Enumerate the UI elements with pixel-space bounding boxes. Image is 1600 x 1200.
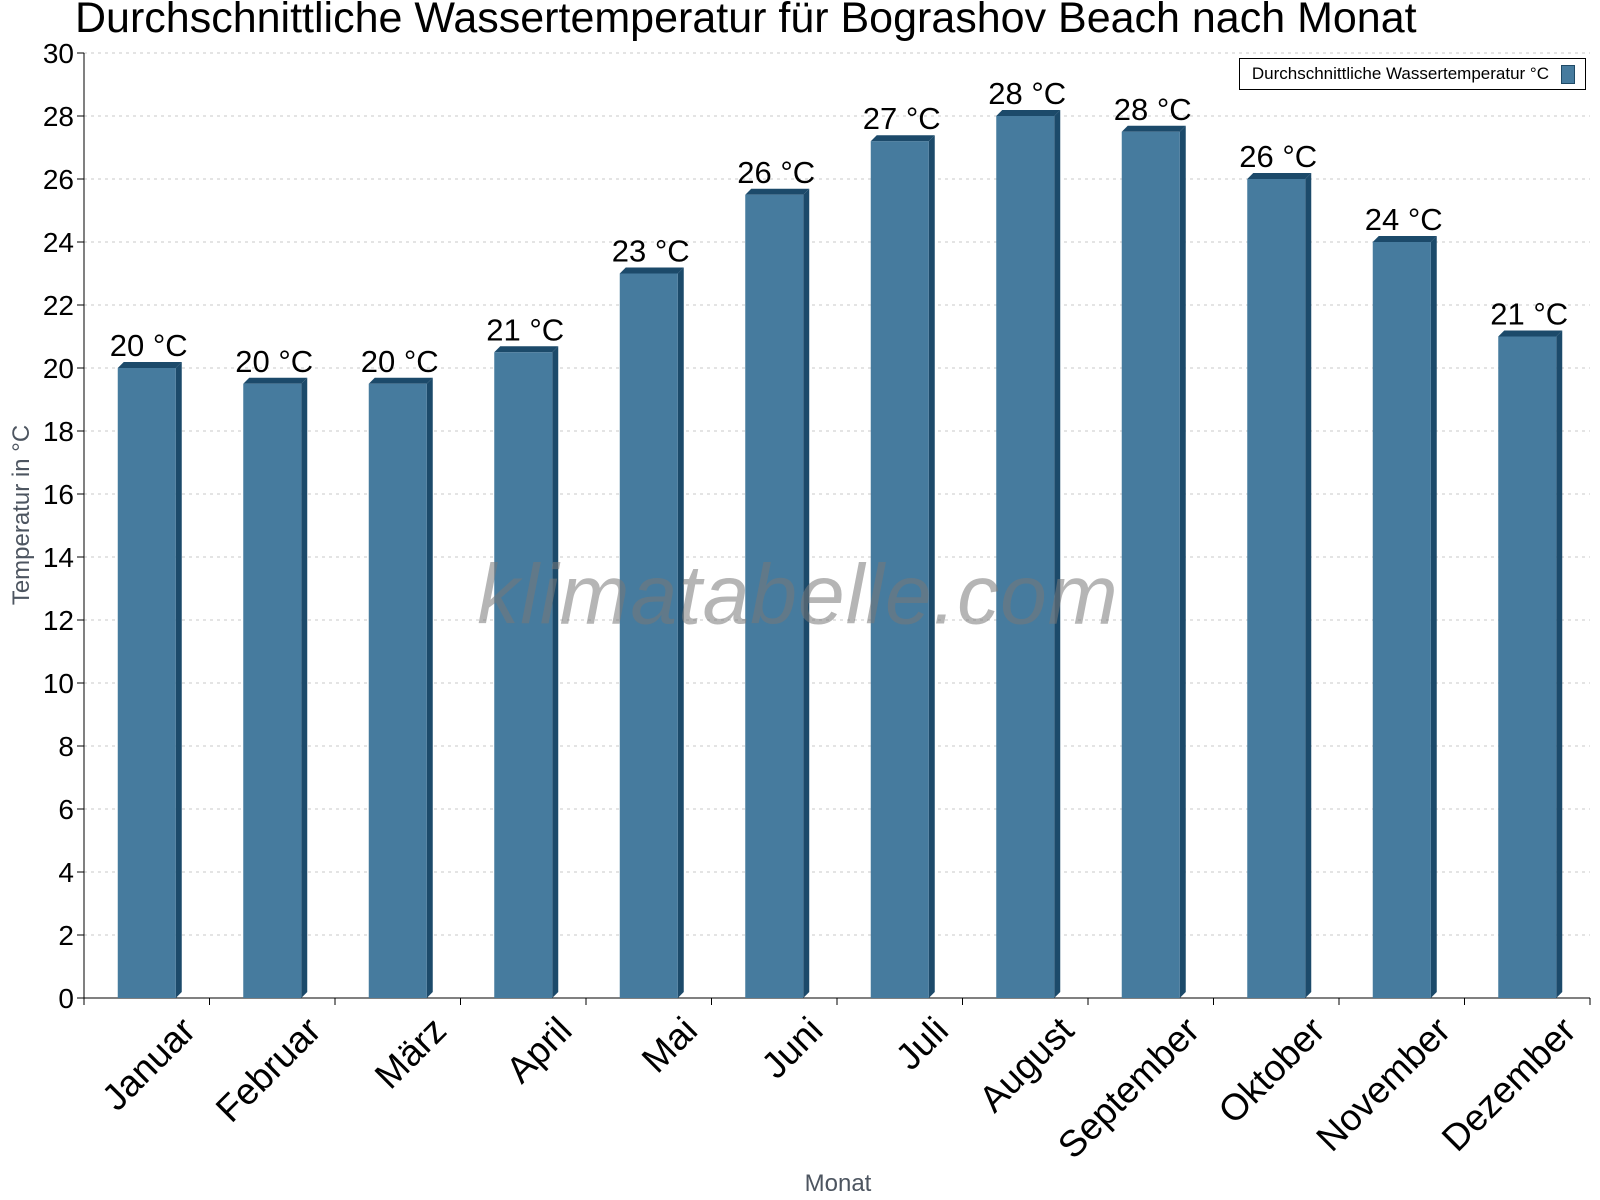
y-tick-label: 2 [58, 920, 74, 951]
y-tick-label: 8 [58, 731, 74, 762]
bar-side [175, 362, 182, 998]
bar-top [745, 188, 810, 195]
bar-side [1054, 110, 1061, 998]
bar-top [1247, 173, 1312, 179]
y-tick-label: 20 [43, 353, 74, 384]
y-tick-label: 4 [58, 857, 74, 888]
bar-side [426, 377, 433, 998]
x-tick-label: Juni [754, 1009, 831, 1086]
y-tick-label: 28 [43, 101, 74, 132]
data-label: 26 °C [737, 155, 815, 190]
bar-top [494, 346, 559, 353]
data-label: 21 °C [486, 312, 564, 347]
bar-top [368, 377, 433, 384]
bar [1498, 336, 1557, 998]
y-tick-label: 6 [58, 794, 74, 825]
y-tick-label: 16 [43, 479, 74, 510]
bar-side [1179, 125, 1186, 998]
bar-top [117, 362, 182, 368]
data-label: 27 °C [863, 101, 941, 136]
y-tick-label: 14 [43, 542, 74, 573]
bar-side [1305, 173, 1312, 998]
data-label: 20 °C [235, 344, 313, 379]
x-tick-label: August [971, 1009, 1082, 1120]
bar-side [803, 188, 810, 998]
bar-side [677, 267, 684, 998]
bar-top [1498, 330, 1563, 337]
y-tick-label: 10 [43, 668, 74, 699]
data-label: 28 °C [1114, 92, 1192, 127]
bar-side [1556, 330, 1563, 998]
bar [1372, 242, 1431, 998]
bar [243, 383, 302, 998]
bar [619, 273, 678, 998]
bar-side [301, 377, 308, 998]
bar-top [996, 110, 1061, 116]
x-tick-label: März [367, 1009, 454, 1096]
bar-top [870, 135, 935, 142]
bar [745, 194, 804, 998]
bar-top [1372, 236, 1437, 242]
x-tick-label: Dezember [1434, 1009, 1584, 1159]
bar [1121, 131, 1180, 998]
bar [368, 383, 427, 998]
x-axis-label: Monat [804, 1170, 872, 1197]
data-label: 23 °C [612, 234, 690, 269]
chart-title: Durchschnittliche Wassertemperatur für B… [75, 0, 1417, 42]
x-tick-label: Mai [634, 1009, 705, 1080]
y-tick-label: 22 [43, 290, 74, 321]
y-tick-label: 30 [43, 38, 74, 69]
bar-side [1430, 236, 1437, 998]
data-label: 21 °C [1490, 297, 1568, 332]
x-tick-label: Oktober [1211, 1009, 1333, 1131]
bar-side [928, 135, 935, 998]
data-label: 24 °C [1365, 202, 1443, 237]
y-tick-label: 26 [43, 164, 74, 195]
bar-top [243, 377, 308, 384]
legend: Durchschnittliche Wassertemperatur °C [1238, 58, 1586, 90]
x-tick-label: April [498, 1009, 579, 1090]
bar-top [1121, 125, 1186, 132]
bar [870, 141, 929, 998]
bar [996, 116, 1055, 998]
bar-side [552, 346, 559, 998]
bar-top [619, 267, 684, 274]
legend-swatch [1561, 64, 1575, 84]
bar [1247, 179, 1306, 998]
x-tick-label: Juli [888, 1009, 956, 1077]
bar [494, 352, 553, 998]
data-label: 26 °C [1239, 139, 1317, 174]
data-label: 28 °C [988, 76, 1066, 111]
legend-label: Durchschnittliche Wassertemperatur °C [1251, 64, 1549, 83]
watermark: klimatabelle.com [477, 547, 1119, 642]
y-tick-label: 24 [43, 227, 74, 258]
y-tick-label: 0 [58, 983, 74, 1014]
x-tick-label: Februar [208, 1009, 329, 1130]
x-tick-label: Januar [94, 1009, 203, 1118]
x-tick-label: November [1308, 1009, 1458, 1159]
y-tick-label: 18 [43, 416, 74, 447]
data-label: 20 °C [110, 328, 188, 363]
data-label: 20 °C [361, 344, 439, 379]
y-tick-label: 12 [43, 605, 74, 636]
bar [117, 368, 176, 998]
